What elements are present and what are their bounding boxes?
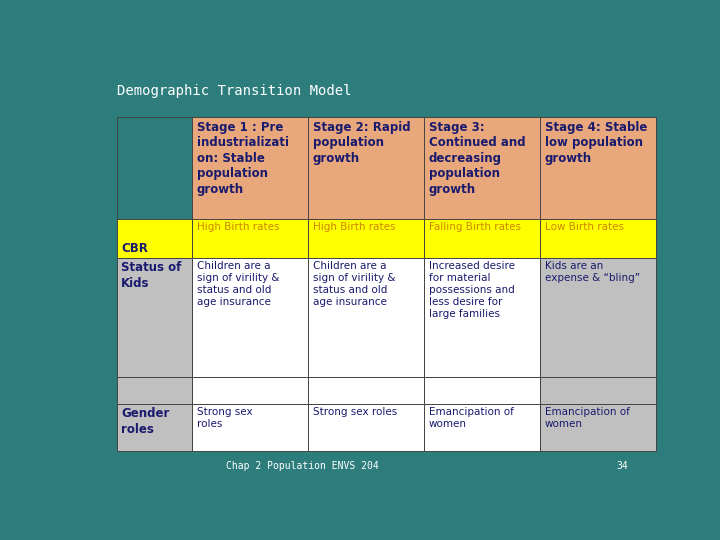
Text: High Birth rates: High Birth rates bbox=[197, 222, 279, 232]
Bar bbox=[117, 258, 192, 377]
Bar bbox=[117, 117, 192, 219]
Bar bbox=[192, 219, 308, 258]
Text: High Birth rates: High Birth rates bbox=[312, 222, 395, 232]
Bar bbox=[308, 377, 424, 404]
Bar bbox=[308, 117, 424, 219]
Bar bbox=[540, 219, 657, 258]
Bar bbox=[117, 219, 192, 258]
Text: Falling Birth rates: Falling Birth rates bbox=[428, 222, 521, 232]
Text: Strong sex
roles: Strong sex roles bbox=[197, 407, 252, 429]
Bar bbox=[308, 404, 424, 451]
Text: Gender
roles: Gender roles bbox=[121, 407, 170, 435]
Bar bbox=[540, 377, 657, 404]
Bar bbox=[192, 404, 308, 451]
Text: Stage 3:
Continued and
decreasing
population
growth: Stage 3: Continued and decreasing popula… bbox=[428, 121, 526, 196]
Bar bbox=[192, 117, 308, 219]
Text: Increased desire
for material
possessions and
less desire for
large families: Increased desire for material possession… bbox=[428, 261, 515, 320]
Bar bbox=[424, 219, 540, 258]
Text: Children are a
sign of virility &
status and old
age insurance: Children are a sign of virility & status… bbox=[197, 261, 279, 307]
Text: Children are a
sign of virility &
status and old
age insurance: Children are a sign of virility & status… bbox=[312, 261, 395, 307]
Bar bbox=[117, 404, 192, 451]
Text: CBR: CBR bbox=[121, 242, 148, 255]
Text: Low Birth rates: Low Birth rates bbox=[545, 222, 624, 232]
Bar bbox=[424, 404, 540, 451]
Bar bbox=[424, 117, 540, 219]
Text: Emancipation of
women: Emancipation of women bbox=[428, 407, 513, 429]
Bar bbox=[192, 377, 308, 404]
Bar bbox=[308, 258, 424, 377]
Bar bbox=[540, 404, 657, 451]
Bar bbox=[308, 219, 424, 258]
Bar bbox=[117, 377, 192, 404]
Bar bbox=[192, 258, 308, 377]
Bar bbox=[424, 377, 540, 404]
Text: Chap 2 Population ENVS 204: Chap 2 Population ENVS 204 bbox=[225, 462, 379, 471]
Text: Demographic Transition Model: Demographic Transition Model bbox=[117, 84, 351, 98]
Text: Emancipation of
women: Emancipation of women bbox=[545, 407, 630, 429]
Text: 34: 34 bbox=[617, 462, 629, 471]
Bar bbox=[424, 258, 540, 377]
Text: Status of
Kids: Status of Kids bbox=[121, 261, 181, 290]
Bar bbox=[540, 258, 657, 377]
Text: Stage 4: Stable
low population
growth: Stage 4: Stable low population growth bbox=[545, 121, 647, 165]
Text: Stage 1 : Pre
industrializati
on: Stable
population
growth: Stage 1 : Pre industrializati on: Stable… bbox=[197, 121, 289, 196]
Bar bbox=[540, 117, 657, 219]
Text: Kids are an
expense & “bling”: Kids are an expense & “bling” bbox=[545, 261, 640, 284]
Text: Strong sex roles: Strong sex roles bbox=[312, 407, 397, 417]
Text: Stage 2: Rapid
population
growth: Stage 2: Rapid population growth bbox=[312, 121, 410, 165]
